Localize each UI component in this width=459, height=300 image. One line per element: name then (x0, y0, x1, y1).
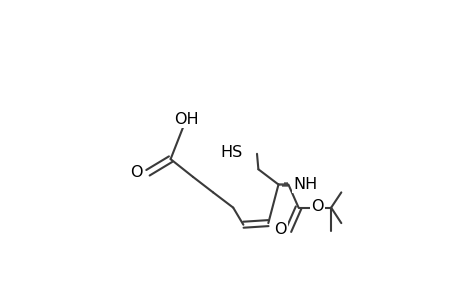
Text: NH: NH (293, 177, 317, 192)
Text: O: O (130, 165, 143, 180)
Text: O: O (310, 199, 323, 214)
Text: OH: OH (174, 112, 199, 127)
Text: HS: HS (220, 145, 242, 160)
Text: O: O (274, 222, 286, 237)
